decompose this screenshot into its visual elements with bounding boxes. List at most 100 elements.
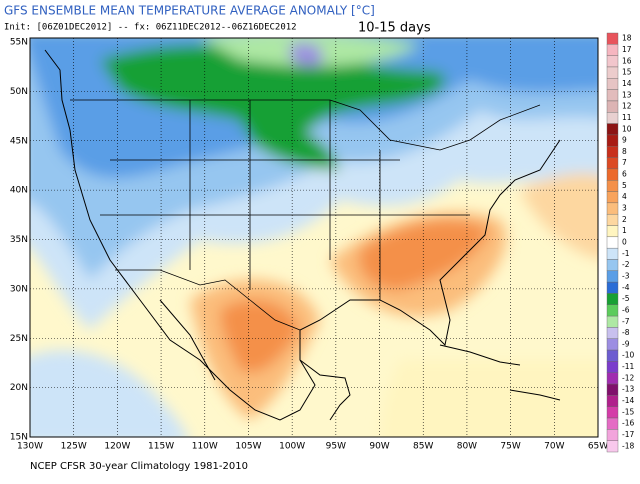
lat-label: 55N xyxy=(10,38,28,48)
colorbar-label: 1 xyxy=(622,226,627,235)
colorbar-swatch xyxy=(606,66,619,79)
colorbar-label: -11 xyxy=(622,362,634,371)
colorbar-label: 13 xyxy=(622,90,632,99)
colorbar-swatch xyxy=(606,112,619,124)
colorbar-label: 5 xyxy=(622,181,627,190)
colorbar-label: -3 xyxy=(622,271,630,280)
colorbar-swatch xyxy=(606,406,619,419)
lon-label: 70W xyxy=(544,442,564,452)
lat-label: 25N xyxy=(10,334,28,344)
colorbar-swatch xyxy=(606,191,619,204)
colorbar-label: 8 xyxy=(622,147,627,156)
colorbar-label: 9 xyxy=(622,136,627,145)
colorbar-swatch xyxy=(606,168,619,181)
init-line: Init: [06Z01DEC2012] -- fx: 06Z11DEC2012… xyxy=(4,23,297,33)
colorbar-swatch xyxy=(606,383,619,396)
lon-label: 105W xyxy=(235,442,261,452)
colorbar-label: -7 xyxy=(622,317,630,326)
colorbar-label: 0 xyxy=(622,238,627,247)
lon-label: 80W xyxy=(457,442,477,452)
colorbar-label: -16 xyxy=(622,419,634,428)
graticule xyxy=(30,38,598,437)
lat-label: 45N xyxy=(10,136,28,146)
colorbar-swatch xyxy=(606,304,619,317)
colorbar-swatch xyxy=(606,327,619,339)
colorbar-label: -9 xyxy=(622,339,630,348)
colorbar-swatch xyxy=(606,157,619,170)
lat-label: 15N xyxy=(10,433,28,443)
colorbar-label: -14 xyxy=(622,396,634,405)
colorbar-label: -17 xyxy=(622,430,634,439)
period: 10-15 days xyxy=(358,21,431,36)
colorbar-swatch xyxy=(606,213,619,226)
lon-label: 95W xyxy=(326,442,346,452)
colorbar-swatch xyxy=(606,78,619,90)
colorbar-swatch xyxy=(606,315,619,328)
colorbar-swatch xyxy=(606,134,619,147)
map xyxy=(30,38,598,437)
colorbar-label: 16 xyxy=(622,56,632,65)
colorbar-swatch xyxy=(606,100,619,113)
anomaly-field xyxy=(30,38,598,437)
colorbar-label: -12 xyxy=(622,373,634,382)
lat-label: 35N xyxy=(10,235,28,245)
colorbar-swatch xyxy=(606,417,619,430)
colorbar-swatch xyxy=(606,202,619,215)
colorbar-label: -15 xyxy=(622,407,634,416)
lon-labels: 130W 125W 120W 115W 110W 105W 100W 95W 90W 85W 80W… xyxy=(17,442,608,452)
colorbar-swatch xyxy=(606,89,619,102)
colorbar-label: 14 xyxy=(622,79,632,88)
lon-label: 120W xyxy=(104,442,130,452)
colorbar-swatch xyxy=(606,55,619,68)
lon-label: 65W xyxy=(588,442,608,452)
colorbar-swatch xyxy=(606,338,619,351)
lon-label: 115W xyxy=(148,442,174,452)
colorbar-swatch xyxy=(606,440,619,453)
map-frame xyxy=(29,37,599,438)
footer: NCEP CFSR 30-year Climatology 1981-2010 xyxy=(30,461,248,472)
colorbar-swatch xyxy=(606,281,619,294)
colorbar-swatch xyxy=(606,225,619,238)
title: GFS ENSEMBLE MEAN TEMPERATURE AVERAGE AN… xyxy=(4,4,375,18)
lon-label: 125W xyxy=(61,442,87,452)
lat-labels: 55N 50N 45N 40N 35N 30N 25N 20N 15N xyxy=(10,38,28,443)
colorbar-label: -13 xyxy=(622,385,634,394)
colorbar-swatch xyxy=(606,180,619,192)
colorbar-swatch xyxy=(606,32,619,45)
colorbar-label: 7 xyxy=(622,158,627,167)
lat-label: 30N xyxy=(10,284,28,294)
colorbar-label: 17 xyxy=(622,45,632,54)
colorbar-label: 10 xyxy=(622,124,632,133)
colorbar-swatch xyxy=(606,247,619,260)
lat-label: 40N xyxy=(10,186,28,196)
colorbar-swatch xyxy=(606,44,619,56)
lon-label: 90W xyxy=(369,442,389,452)
lon-label: 110W xyxy=(192,442,218,452)
colorbar-swatch xyxy=(606,259,619,272)
colorbar-label: 4 xyxy=(622,192,627,201)
lat-label: 20N xyxy=(10,383,28,393)
colorbar-swatch xyxy=(606,123,619,136)
colorbar-label: 11 xyxy=(622,113,632,122)
colorbar-label: -10 xyxy=(622,351,634,360)
lon-label: 75W xyxy=(500,442,520,452)
colorbar-label: -6 xyxy=(622,305,630,314)
colorbar-swatch xyxy=(606,349,619,362)
lon-label: 85W xyxy=(413,442,433,452)
colorbar-label: -8 xyxy=(622,328,630,337)
colorbar-swatch xyxy=(606,361,619,373)
borders xyxy=(70,99,541,331)
colorbar-swatch xyxy=(606,236,619,249)
lon-label: 130W xyxy=(17,442,43,452)
colorbar-label: -4 xyxy=(622,283,630,292)
colorbar-label: 6 xyxy=(622,170,627,179)
colorbar-label: -5 xyxy=(622,294,630,303)
colorbar-swatch xyxy=(606,429,619,441)
colorbar: 1817161514131211109876543210-1-2-3-4-5-6… xyxy=(606,32,634,453)
coastlines xyxy=(44,49,561,421)
colorbar-label: 15 xyxy=(622,68,632,77)
colorbar-label: -18 xyxy=(622,441,634,450)
colorbar-swatch xyxy=(606,293,619,305)
colorbar-label: 18 xyxy=(622,34,632,43)
colorbar-label: 12 xyxy=(622,102,632,111)
